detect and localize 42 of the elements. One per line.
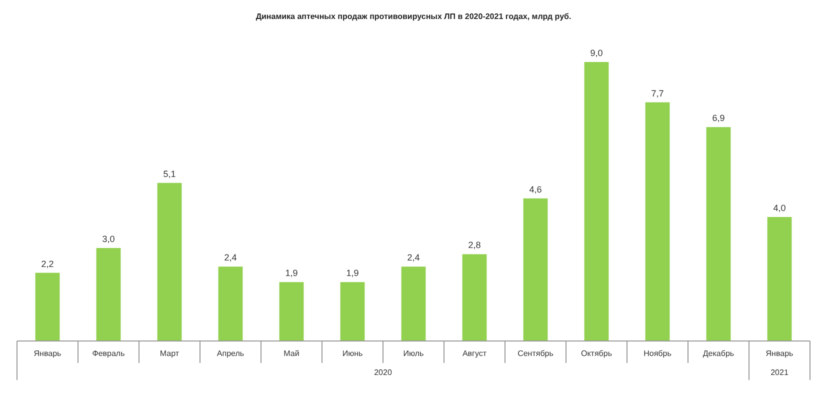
x-tick-label: Август (462, 349, 487, 358)
x-tick-label: Март (160, 349, 180, 358)
x-tick-label: Октябрь (580, 349, 612, 358)
bar (706, 127, 731, 341)
bar (523, 198, 548, 341)
bar (584, 62, 609, 341)
x-tick-label: Сентябрь (518, 349, 554, 358)
bar (35, 272, 60, 341)
data-label: 1,9 (285, 268, 298, 278)
data-label: 2,4 (407, 252, 420, 263)
x-tick-label: Январь (766, 349, 794, 358)
bar (767, 217, 792, 341)
bar (279, 282, 304, 341)
x-tick-label: Июль (403, 349, 424, 358)
data-label: 9,0 (590, 48, 603, 58)
x-tick-label: Июнь (342, 349, 363, 358)
x-tick-label: Апрель (216, 349, 244, 358)
text: 2020 (374, 368, 392, 377)
bar (218, 266, 243, 341)
x-tick-label: Декабрь (702, 349, 734, 358)
bar (462, 254, 487, 341)
data-label: 2,2 (41, 258, 54, 269)
x-tick-label: Май (284, 349, 300, 358)
text: 2021 (770, 368, 789, 377)
bar (96, 248, 121, 341)
bar (157, 182, 182, 341)
data-label: 6,9 (712, 113, 725, 124)
bar (645, 102, 670, 341)
chart-title: Динамика аптечных продаж противовирусных ЛП в 2020-2021 годах, млрд руб. (256, 12, 572, 21)
data-label: 2,8 (468, 240, 481, 250)
data-label: 4,0 (773, 203, 786, 213)
data-label: 2,4 (224, 252, 237, 263)
x-tick-label: Февраль (92, 349, 125, 358)
bar (340, 282, 365, 341)
x-tick-label: Ноябрь (644, 349, 672, 358)
data-label: 5,1 (163, 168, 176, 179)
data-label: 3,0 (102, 234, 115, 244)
data-label: 7,7 (651, 88, 664, 98)
bar (401, 266, 426, 341)
data-label: 1,9 (346, 268, 359, 278)
x-tick-label: Январь (34, 349, 62, 358)
data-label: 4,6 (529, 184, 542, 194)
